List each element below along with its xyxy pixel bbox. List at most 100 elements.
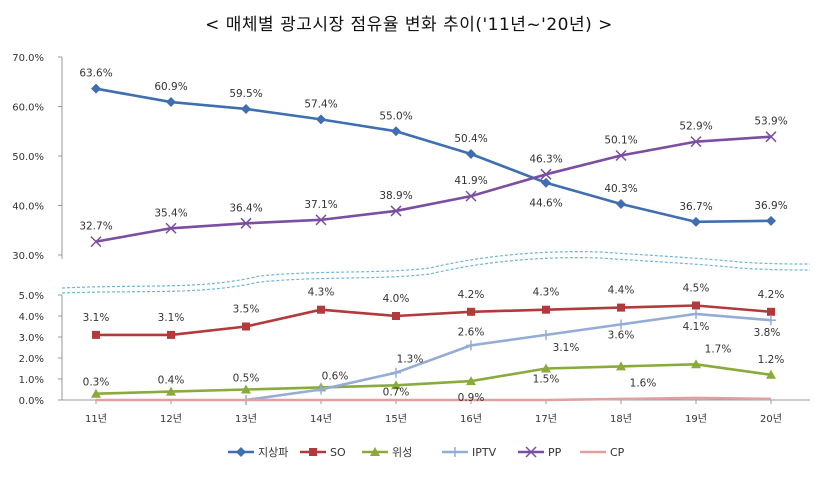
- data-point: [242, 322, 250, 331]
- data-label: 1.5%: [533, 374, 560, 386]
- data-point: [392, 312, 400, 320]
- data-point: [616, 361, 626, 371]
- data-label: 1.6%: [630, 377, 657, 389]
- data-point: [617, 303, 625, 312]
- data-point: [541, 329, 551, 340]
- data-label: 59.5%: [229, 88, 262, 100]
- data-label: 3.8%: [754, 327, 781, 339]
- data-label: 1.7%: [705, 343, 732, 355]
- data-label: 3.1%: [158, 312, 185, 324]
- series-IPTV: [241, 308, 776, 405]
- data-label: 63.6%: [79, 68, 112, 80]
- data-label: 41.9%: [454, 175, 487, 187]
- data-label: 3.6%: [608, 329, 635, 341]
- x-tick-label: 11년: [85, 413, 107, 425]
- data-label: 40.3%: [604, 183, 637, 195]
- marker-stroke: [525, 446, 537, 458]
- data-point: [166, 386, 176, 396]
- data-point: [541, 177, 551, 188]
- data-label: 4.1%: [683, 321, 710, 333]
- y-tick-label: 60.0%: [12, 103, 44, 114]
- y-tick-label: 0.0%: [19, 396, 44, 407]
- legend-marker: [236, 447, 246, 457]
- marker-stroke: [390, 205, 402, 217]
- data-label: 38.9%: [379, 190, 412, 202]
- data-label: 50.4%: [454, 133, 487, 145]
- data-label: 1.2%: [758, 354, 785, 366]
- y-tick-label: 70.0%: [12, 53, 44, 64]
- x-tick-label: 17년: [535, 413, 557, 425]
- data-label: 55.0%: [379, 110, 412, 122]
- y-tick-label: 50.0%: [12, 152, 44, 163]
- x-tick-label: 20년: [760, 413, 782, 425]
- marker-stroke: [165, 222, 177, 234]
- data-label: 52.9%: [679, 121, 712, 133]
- y-tick-label: 2.0%: [19, 354, 44, 365]
- data-label: 4.2%: [758, 289, 785, 301]
- axis-break: [61, 251, 811, 294]
- x-tick-label: 14년: [310, 413, 332, 425]
- data-point: [691, 359, 701, 369]
- data-label: 4.3%: [308, 287, 335, 299]
- chart-title: < 매체별 광고시장 점유율 변화 추이('11년~'20년) >: [205, 15, 613, 35]
- series-SO: [92, 301, 775, 339]
- data-point: [92, 330, 100, 339]
- marker-stroke: [765, 131, 777, 143]
- legend-label: SO: [330, 446, 346, 459]
- series-line: [95, 87, 772, 224]
- legend-label: 위성: [392, 446, 412, 459]
- data-point: [316, 384, 326, 395]
- data-point: [616, 199, 626, 210]
- chart-legend: 지상파 SO 위성 IPTV PP CP: [228, 446, 625, 459]
- legend-item-PP: PP: [518, 446, 562, 459]
- y-tick-label: 3.0%: [19, 333, 44, 344]
- data-point: [167, 330, 175, 339]
- data-label: 37.1%: [304, 199, 337, 211]
- legend-marker: [309, 448, 317, 456]
- data-label: 32.7%: [79, 221, 112, 233]
- marker-stroke: [315, 214, 327, 226]
- data-point: [391, 126, 401, 137]
- data-point: [240, 217, 252, 229]
- data-point: [466, 340, 476, 351]
- data-label: 4.4%: [608, 285, 635, 297]
- marker-stroke: [240, 217, 252, 229]
- marker-stroke: [615, 149, 627, 162]
- series-line: [96, 396, 772, 402]
- y-tick-label: 5.0%: [19, 291, 44, 302]
- data-label: 35.4%: [154, 207, 187, 219]
- y-tick-label: 40.0%: [12, 202, 44, 213]
- legend-marker: [370, 447, 380, 456]
- data-point: [616, 319, 626, 330]
- y-tick-label: 30.0%: [12, 251, 44, 262]
- data-point: [466, 376, 476, 386]
- data-point: [166, 97, 176, 108]
- y-tick-label: 1.0%: [19, 375, 44, 386]
- series-지상파: [91, 83, 776, 227]
- x-tick-label: 13년: [235, 413, 257, 425]
- data-label: 0.5%: [233, 373, 260, 385]
- data-label: 4.5%: [683, 283, 710, 295]
- data-point: [691, 216, 701, 227]
- legend-item-위성: 위성: [362, 446, 412, 459]
- data-point: [91, 83, 101, 94]
- y-tick-label: 4.0%: [19, 312, 44, 323]
- data-label: 3.1%: [553, 342, 580, 354]
- series-line: [245, 312, 772, 402]
- axis-break-line-top: [61, 251, 811, 289]
- data-point: [391, 367, 401, 378]
- data-label: 0.7%: [383, 386, 410, 398]
- data-label: 44.6%: [529, 198, 562, 210]
- data-point: [766, 215, 776, 226]
- data-label: 3.5%: [233, 304, 260, 316]
- data-point: [90, 236, 102, 248]
- series-line: [95, 362, 772, 395]
- series-layer: [90, 83, 777, 405]
- marker-stroke: [540, 168, 552, 180]
- x-tick-label: 15년: [385, 413, 407, 425]
- data-point: [91, 388, 101, 398]
- data-point: [317, 305, 325, 314]
- legend-marker: [525, 446, 537, 458]
- series-CP: [96, 396, 772, 402]
